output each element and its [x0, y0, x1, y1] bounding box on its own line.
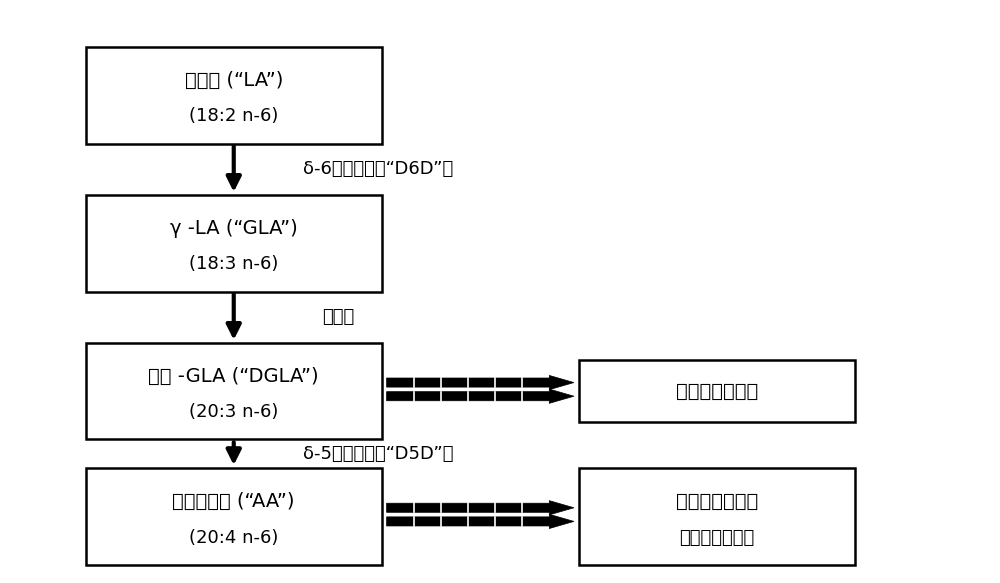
Text: 促炎性类花生酸: 促炎性类花生酸	[676, 492, 758, 511]
Polygon shape	[387, 375, 574, 389]
Polygon shape	[387, 514, 574, 529]
Polygon shape	[387, 389, 574, 403]
Text: 延长酶: 延长酶	[322, 308, 355, 326]
Text: 亚油酸 (“LA”): 亚油酸 (“LA”)	[185, 71, 283, 90]
Text: δ-6脱饱和酶（“D6D”）: δ-6脱饱和酶（“D6D”）	[303, 160, 453, 178]
FancyBboxPatch shape	[579, 360, 855, 423]
Text: (20:4 n-6): (20:4 n-6)	[189, 529, 278, 547]
Text: 抗炎性类花生酸: 抗炎性类花生酸	[676, 382, 758, 401]
FancyBboxPatch shape	[86, 47, 382, 143]
Text: γ -LA (“GLA”): γ -LA (“GLA”)	[170, 219, 298, 238]
Text: 和内源性大麻素: 和内源性大麻素	[679, 529, 755, 547]
Text: δ-5脱饱和酶（“D5D”）: δ-5脱饱和酶（“D5D”）	[303, 445, 453, 463]
Text: (18:2 n-6): (18:2 n-6)	[189, 107, 278, 125]
FancyBboxPatch shape	[579, 468, 855, 565]
Text: 花生四烯酸 (“AA”): 花生四烯酸 (“AA”)	[173, 492, 295, 511]
Text: (18:3 n-6): (18:3 n-6)	[189, 255, 278, 273]
FancyBboxPatch shape	[86, 468, 382, 565]
Text: 二高 -GLA (“DGLA”): 二高 -GLA (“DGLA”)	[148, 367, 319, 386]
Text: (20:3 n-6): (20:3 n-6)	[189, 403, 278, 422]
FancyBboxPatch shape	[86, 343, 382, 440]
FancyBboxPatch shape	[86, 195, 382, 292]
Polygon shape	[387, 501, 574, 515]
